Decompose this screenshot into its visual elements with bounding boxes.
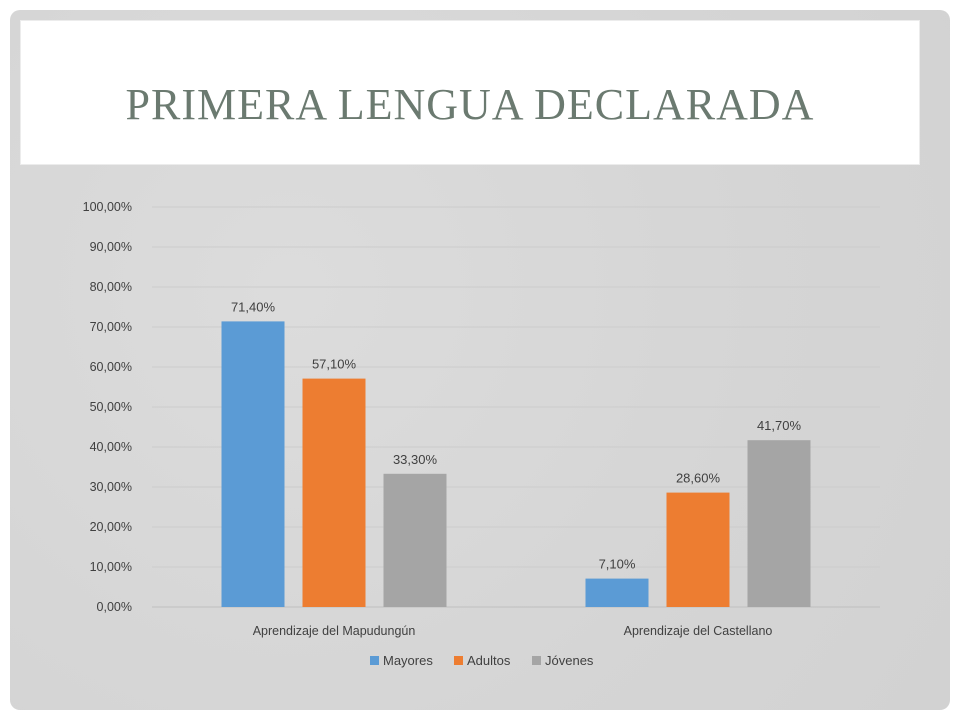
data-label: 41,70% bbox=[757, 418, 802, 433]
legend-label: Jóvenes bbox=[545, 653, 594, 668]
y-tick-label: 70,00% bbox=[90, 320, 132, 334]
y-tick-label: 0,00% bbox=[97, 600, 132, 614]
data-label: 7,10% bbox=[599, 557, 636, 572]
y-tick-label: 30,00% bbox=[90, 480, 132, 494]
bar-mayores bbox=[585, 578, 649, 607]
legend-label: Adultos bbox=[467, 653, 511, 668]
legend-swatch bbox=[370, 656, 379, 665]
data-label: 28,60% bbox=[676, 471, 721, 486]
bar-adultos bbox=[666, 492, 730, 607]
x-category-label: Aprendizaje del Mapudungún bbox=[253, 624, 416, 638]
data-label: 33,30% bbox=[393, 452, 438, 467]
bar-adultos bbox=[302, 378, 366, 607]
title-box: PRIMERA LENGUA DECLARADA bbox=[20, 20, 920, 165]
y-tick-label: 100,00% bbox=[83, 200, 132, 214]
data-label: 71,40% bbox=[231, 299, 276, 314]
y-tick-label: 40,00% bbox=[90, 440, 132, 454]
x-category-label: Aprendizaje del Castellano bbox=[624, 624, 773, 638]
bar-mayores bbox=[221, 321, 285, 607]
y-tick-label: 60,00% bbox=[90, 360, 132, 374]
y-tick-label: 10,00% bbox=[90, 560, 132, 574]
y-tick-label: 90,00% bbox=[90, 240, 132, 254]
bar-jvenes bbox=[383, 473, 447, 607]
legend-swatch bbox=[532, 656, 541, 665]
slide-title: PRIMERA LENGUA DECLARADA bbox=[125, 80, 815, 129]
y-tick-label: 50,00% bbox=[90, 400, 132, 414]
y-tick-label: 80,00% bbox=[90, 280, 132, 294]
bar-jvenes bbox=[747, 440, 811, 607]
data-label: 57,10% bbox=[312, 357, 357, 372]
y-tick-label: 20,00% bbox=[90, 520, 132, 534]
legend-swatch bbox=[454, 656, 463, 665]
legend-label: Mayores bbox=[383, 653, 433, 668]
